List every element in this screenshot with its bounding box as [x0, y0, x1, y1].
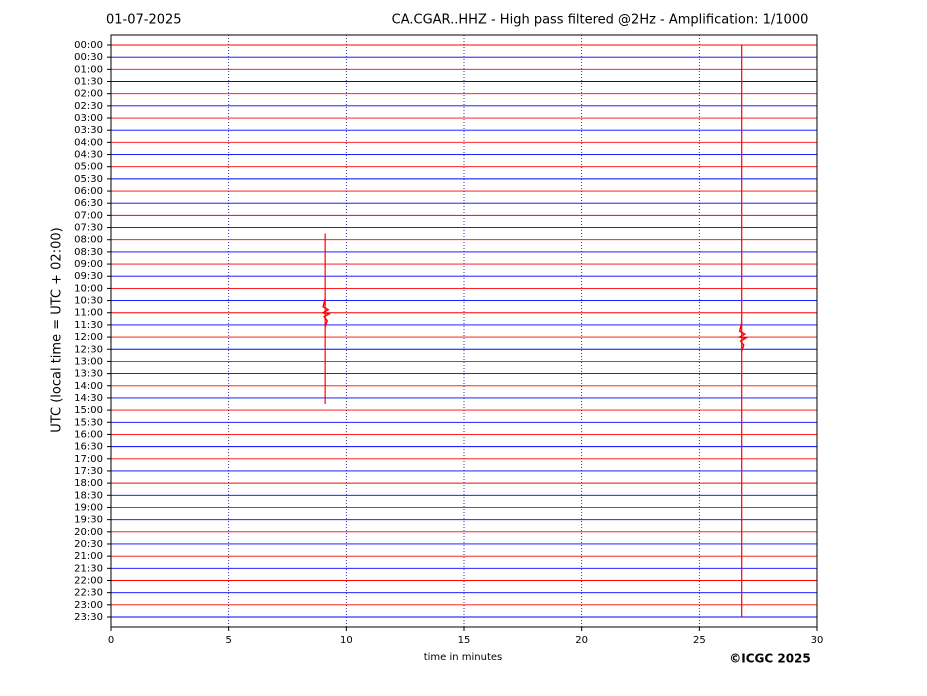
x-tick-label: 30	[811, 635, 824, 646]
x-axis-label: time in minutes	[424, 652, 503, 663]
chart-title: CA.CGAR..HHZ - High pass filtered @2Hz -…	[392, 13, 809, 28]
y-tick-label: 22:30	[74, 588, 103, 599]
y-tick-label: 21:00	[74, 551, 103, 562]
y-tick-label: 17:00	[74, 454, 103, 465]
y-tick-label: 06:00	[74, 186, 103, 197]
event-peak	[737, 322, 748, 352]
y-tick-label: 06:30	[74, 198, 103, 209]
x-tick-label: 0	[108, 635, 114, 646]
y-tick-label: 20:00	[74, 527, 103, 538]
y-tick-label: 19:30	[74, 515, 103, 526]
x-tick-label: 5	[225, 635, 231, 646]
y-tick-label: 09:00	[74, 259, 103, 270]
y-tick-label: 14:00	[74, 381, 103, 392]
y-tick-label: 00:00	[74, 40, 103, 51]
y-tick-label: 19:00	[74, 502, 103, 513]
x-tick-label: 25	[693, 635, 706, 646]
y-tick-label: 10:00	[74, 283, 103, 294]
y-tick-label: 15:30	[74, 417, 103, 428]
credit: ©ICGC 2025	[729, 652, 811, 666]
y-tick-label: 08:30	[74, 247, 103, 258]
y-tick-label: 20:30	[74, 539, 103, 550]
y-tick-label: 09:30	[74, 271, 103, 282]
y-tick-label: 05:00	[74, 162, 103, 173]
y-tick-label: 11:00	[74, 308, 103, 319]
y-tick-label: 10:30	[74, 296, 103, 307]
y-tick-label: 03:00	[74, 113, 103, 124]
y-tick-label: 13:30	[74, 369, 103, 380]
y-axis-label: UTC (local time = UTC + 02:00)	[50, 227, 65, 432]
y-tick-label: 21:30	[74, 563, 103, 574]
y-tick-label: 16:30	[74, 442, 103, 453]
y-tick-label: 18:30	[74, 490, 103, 501]
y-tick-label: 05:30	[74, 174, 103, 185]
y-tick-label: 03:30	[74, 125, 103, 136]
y-tick-label: 02:00	[74, 89, 103, 100]
x-tick-label: 20	[575, 635, 588, 646]
y-tick-label: 14:30	[74, 393, 103, 404]
y-tick-label: 23:30	[74, 612, 103, 623]
y-tick-label: 23:00	[74, 600, 103, 611]
y-tick-label: 13:00	[74, 356, 103, 367]
x-tick-label: 10	[340, 635, 353, 646]
y-tick-label: 12:00	[74, 332, 103, 343]
y-tick-label: 04:30	[74, 150, 103, 161]
chart-date: 01-07-2025	[106, 13, 182, 28]
y-tick-label: 16:00	[74, 429, 103, 440]
y-tick-label: 08:00	[74, 235, 103, 246]
y-tick-label: 07:00	[74, 210, 103, 221]
y-tick-label: 18:00	[74, 478, 103, 489]
event-peak	[321, 298, 332, 327]
y-tick-label: 02:30	[74, 101, 103, 112]
x-tick-label: 15	[458, 635, 471, 646]
y-tick-label: 17:30	[74, 466, 103, 477]
y-tick-label: 11:30	[74, 320, 103, 331]
y-tick-label: 22:00	[74, 575, 103, 586]
y-tick-label: 00:30	[74, 52, 103, 63]
y-tick-label: 01:30	[74, 77, 103, 88]
y-tick-label: 04:00	[74, 137, 103, 148]
y-tick-label: 12:30	[74, 344, 103, 355]
plot-frame	[110, 34, 818, 628]
y-tick-label: 01:00	[74, 64, 103, 75]
y-tick-label: 15:00	[74, 405, 103, 416]
y-tick-label: 07:30	[74, 223, 103, 234]
